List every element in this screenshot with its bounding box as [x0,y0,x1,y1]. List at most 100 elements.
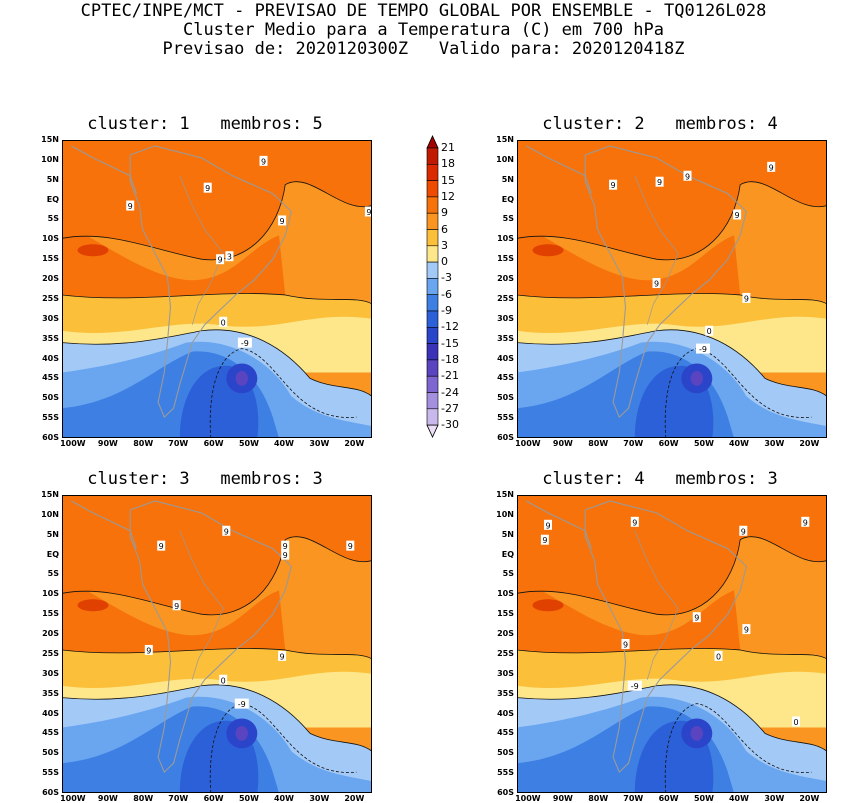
svg-text:9: 9 [261,157,266,166]
lat-tick-label: 50S [497,748,514,758]
lat-tick-label: EQ [46,549,59,559]
colorbar-swatch [426,408,439,426]
lon-tick-label: 50W [238,439,259,448]
contour-label: 0 [714,650,723,661]
band-12-15-north [517,140,827,260]
lat-tick-label: 25S [42,648,59,658]
contour-label: 9 [346,540,355,551]
contour-minus9 [664,703,812,793]
band-12-15-mid [517,578,741,654]
lat-tick-label: EQ [46,194,59,204]
warm-blob [532,244,564,257]
band-12-15-north [62,140,372,260]
lat-tick-label: 35S [42,688,59,698]
contour-label: -9 [237,337,252,348]
colorbar-swatch [426,294,439,312]
coastline-central-america [71,500,137,549]
lat-tick-label: 45S [42,728,59,738]
contour-label: 9 [278,650,287,661]
colorbar-level-label: 0 [441,255,448,269]
country-borders [179,530,224,680]
contour-label: 9 [655,176,664,187]
lon-tick-label: 50W [238,794,259,803]
lat-tick-label: 15S [42,609,59,619]
contour-12 [62,536,372,616]
panel-2-map: 9 9 9 9 9 9 9 0-9 [517,140,827,438]
coastline-south-america [129,500,293,774]
lat-tick-label: 60S [42,433,59,442]
contour-0 [517,329,827,397]
lon-tick-label: 70W [623,794,644,803]
contour-9 [62,293,372,305]
svg-text:9: 9 [366,208,371,217]
contour-label: -9 [696,343,710,354]
warm-blob [532,599,564,612]
contour-minus9 [209,348,357,438]
header-title-line2: Cluster Medio para a Temperatura (C) em … [182,20,665,40]
svg-text:9: 9 [741,527,746,536]
panel-4-map: 9 9 9 9 9 9 9 9 0 -9 0 [517,495,827,793]
lat-tick-label: 35S [497,333,514,343]
contour-label: 9 [278,215,287,226]
svg-text:9: 9 [128,202,133,211]
lat-tick-label: 55S [497,768,514,778]
lat-tick-label: 50S [42,393,59,403]
svg-text:9: 9 [542,536,547,545]
band-cool-6 [235,725,248,741]
colorbar-swatch [426,261,439,279]
panel-2-title: cluster: 2 membros: 4 [542,114,778,134]
lat-tick-label: 10N [41,509,59,519]
lon-tick-label: 40W [728,439,749,448]
lat-tick-label: 5S [502,214,514,224]
lat-tick-label: 15N [41,490,59,499]
lon-tick-label: 60W [203,439,224,448]
svg-text:9: 9 [694,614,699,623]
lat-tick-label: EQ [501,194,514,204]
contour-label: 3 [225,251,234,262]
colorbar-level-label: -15 [441,336,459,350]
lat-tick-label: 25S [497,293,514,303]
colorbar-swatch [426,359,439,377]
coastline-central-america [526,500,592,549]
contour-label: 9 [630,516,639,527]
lat-tick-label: 45S [497,728,514,738]
contour-label: 9 [733,209,742,220]
country-borders [634,175,679,325]
lon-tick-label: 30W [309,794,330,803]
lon-tick-label: 20W [344,794,365,803]
lat-tick-label: 10N [41,154,59,164]
contour-label: 9 [742,624,751,635]
lon-tick-label: 100W [515,794,541,803]
lat-tick-label: 30S [497,668,514,678]
colorbar-bottom-arrow [426,424,439,439]
lon-tick-label: 20W [799,439,820,448]
lon-tick-label: 80W [133,794,154,803]
colorbar-level-label: -3 [441,271,452,285]
colorbar-level-label: 6 [441,222,448,236]
contour-label: 9 [652,278,661,289]
lat-tick-label: 5S [502,569,514,579]
lat-tick-label: 60S [42,788,59,797]
colorbar-swatch [426,392,439,410]
lon-tick-label: 80W [133,439,154,448]
contour-label: 9 [144,644,153,655]
lat-tick-label: 40S [42,708,59,718]
lat-tick-label: 5S [47,569,59,579]
colorbar-level-label: 21 [441,141,455,154]
lon-tick-label: 70W [168,439,189,448]
lat-tick-label: 45S [42,373,59,383]
lat-tick-label: 25S [42,293,59,303]
contour-label: 9 [203,182,212,193]
lat-tick-label: 40S [497,708,514,718]
svg-text:9: 9 [769,163,774,172]
contour-9 [517,648,827,660]
colorbar-level-label: -27 [441,401,459,415]
svg-text:9: 9 [744,626,749,635]
lon-tick-label: 100W [515,439,541,448]
lon-tick-label: 80W [588,439,609,448]
lon-tick-label: 20W [799,794,820,803]
svg-text:9: 9 [744,294,749,303]
svg-text:9: 9 [685,172,690,181]
lon-tick-label: 40W [273,794,294,803]
